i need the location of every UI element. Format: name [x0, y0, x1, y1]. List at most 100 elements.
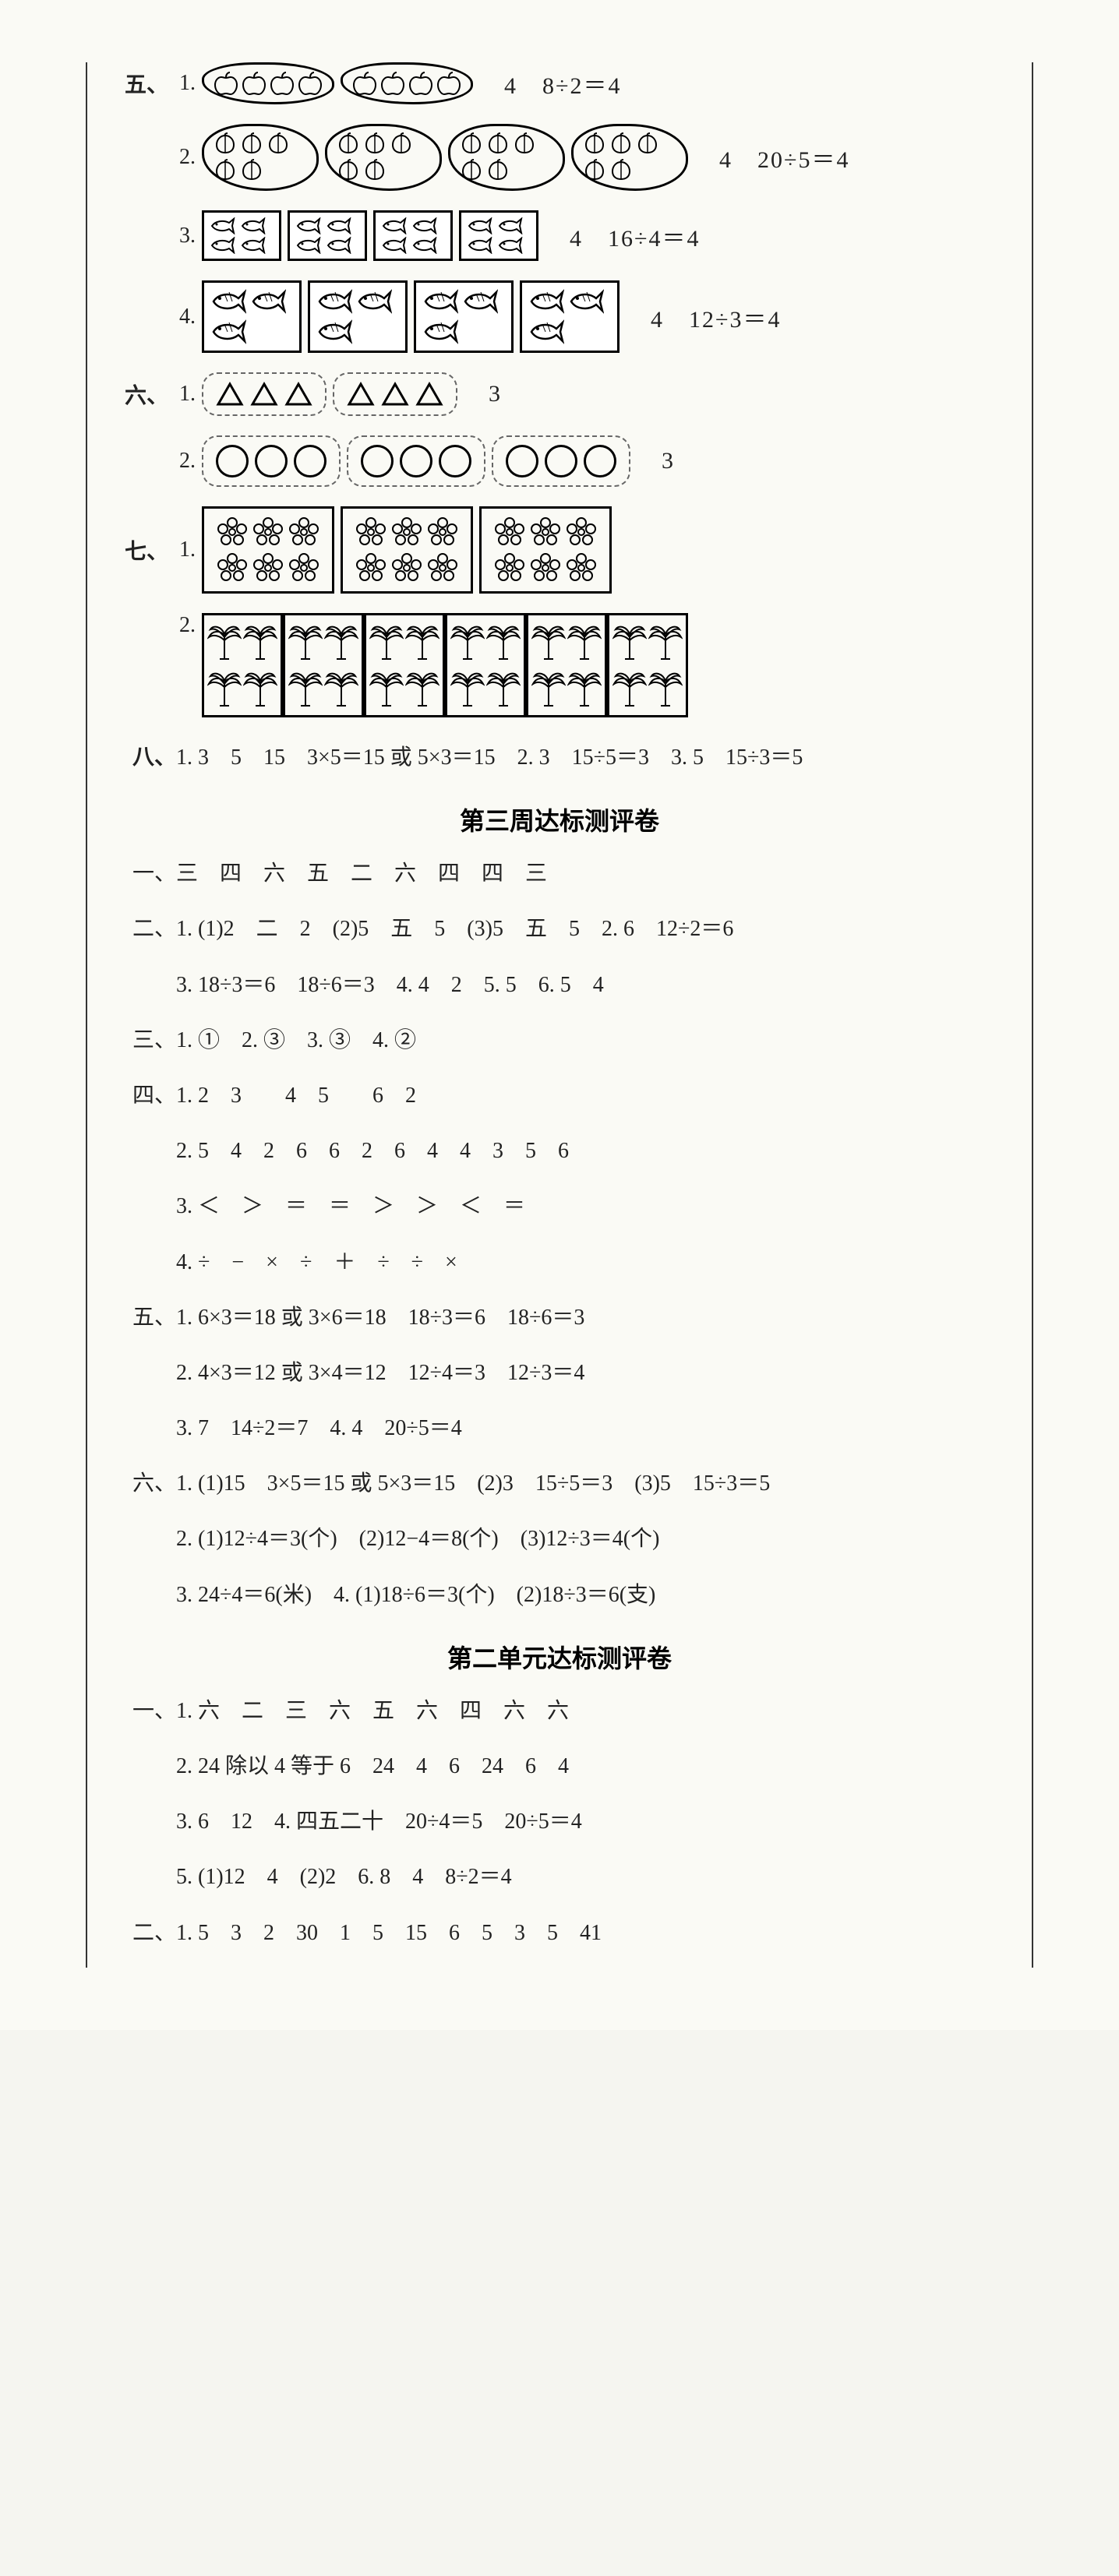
flower-icon — [494, 516, 525, 548]
fish-group — [288, 210, 367, 261]
circle-icon — [361, 445, 394, 477]
palm-icon — [207, 620, 242, 664]
palm-group — [526, 613, 607, 717]
peach-icon — [609, 159, 633, 182]
fish-icon — [380, 237, 408, 254]
flower-icon — [566, 552, 597, 583]
bigfish-group — [202, 280, 302, 353]
apple-icon — [380, 71, 405, 96]
fish-icon — [239, 217, 267, 234]
palm-icon — [243, 620, 277, 664]
peach-icon — [240, 132, 263, 156]
w3-line: 4. ÷ − × ÷ ＋ ÷ ÷ × — [125, 1242, 994, 1283]
peach-group — [571, 124, 688, 191]
peach-icon — [486, 132, 510, 156]
triangle-icon — [381, 382, 409, 407]
result: 3 — [662, 448, 675, 474]
peach-icon — [214, 132, 237, 156]
fish-group — [373, 210, 453, 261]
circle-icon — [294, 445, 327, 477]
flower-group — [341, 506, 473, 594]
bigfish-group — [414, 280, 514, 353]
result: 4 8÷2＝4 — [504, 66, 621, 100]
fish-icon — [496, 217, 524, 234]
bigfish-group — [308, 280, 408, 353]
circle-groups — [202, 435, 630, 487]
bigfish-icon — [421, 318, 458, 346]
circle-icon — [584, 445, 616, 477]
flower-icon — [530, 516, 561, 548]
bigfish-icon — [209, 318, 246, 346]
fish-icon — [325, 217, 353, 234]
palm-groups — [202, 613, 688, 717]
fish-icon — [209, 237, 237, 254]
palm-icon — [405, 667, 439, 710]
section-8-label: 八、 — [132, 745, 176, 770]
item-number: 3. — [179, 224, 196, 248]
palm-icon — [369, 620, 404, 664]
palm-group — [283, 613, 364, 717]
peach-icon — [583, 159, 606, 182]
palm-icon — [288, 667, 323, 710]
circle-icon — [216, 445, 249, 477]
palm-icon — [567, 667, 602, 710]
bigfish-icon — [249, 287, 286, 315]
apple-group — [341, 62, 473, 104]
w3-line: 一、三 四 六 五 二 六 四 四 三 — [125, 853, 994, 894]
item-number: 2. — [179, 449, 196, 474]
fish-icon — [380, 217, 408, 234]
peach-icon — [460, 132, 483, 156]
palm-icon — [288, 620, 323, 664]
bigfish-icon — [355, 287, 392, 315]
palm-group — [445, 613, 526, 717]
palm-icon — [405, 620, 439, 664]
triangle-group — [333, 372, 457, 416]
apple-icon — [270, 71, 295, 96]
fish-group — [202, 210, 281, 261]
fish-icon — [466, 217, 494, 234]
peach-group — [448, 124, 565, 191]
flower-group — [202, 506, 334, 594]
result: 4 20÷5＝4 — [719, 140, 849, 174]
flower-icon — [288, 552, 319, 583]
flower-group — [479, 506, 612, 594]
section-6-item-1: 六、 1. 3 — [125, 372, 994, 416]
peach-icon — [337, 132, 360, 156]
bigfish-icon — [209, 287, 246, 315]
circle-icon — [439, 445, 471, 477]
palm-icon — [531, 620, 566, 664]
flower-groups — [202, 506, 612, 594]
palm-group — [202, 613, 283, 717]
palm-icon — [486, 667, 521, 710]
flower-icon — [427, 552, 458, 583]
circle-icon — [255, 445, 288, 477]
result: 3 — [489, 381, 502, 407]
fish-icon — [496, 237, 524, 254]
w3-line: 2. 4×3＝12 或 3×4＝12 12÷4＝3 12÷3＝4 — [125, 1352, 994, 1394]
flower-icon — [217, 516, 248, 548]
peach-icon — [636, 132, 659, 156]
apple-icon — [298, 71, 323, 96]
palm-icon — [324, 667, 358, 710]
flower-icon — [252, 552, 284, 583]
triangle-icon — [250, 382, 278, 407]
triangle-icon — [347, 382, 375, 407]
bigfish-icon — [567, 287, 604, 315]
bigfish-group — [520, 280, 620, 353]
apple-icon — [214, 71, 238, 96]
palm-icon — [450, 620, 485, 664]
fish-icon — [295, 217, 323, 234]
flower-icon — [355, 552, 387, 583]
result: 4 12÷3＝4 — [651, 300, 781, 334]
palm-icon — [207, 667, 242, 710]
peach-icon — [390, 132, 413, 156]
palm-icon — [531, 667, 566, 710]
fish-icon — [295, 237, 323, 254]
section-7-item-2: 2. — [125, 613, 994, 717]
w3-line: 四、1. 2 3 4 5 6 2 — [125, 1075, 994, 1116]
peach-icon — [583, 132, 606, 156]
apple-icon — [436, 71, 461, 96]
section-5-item-4: 4. 4 12÷3＝4 — [125, 280, 994, 353]
flower-icon — [217, 552, 248, 583]
flower-icon — [427, 516, 458, 548]
